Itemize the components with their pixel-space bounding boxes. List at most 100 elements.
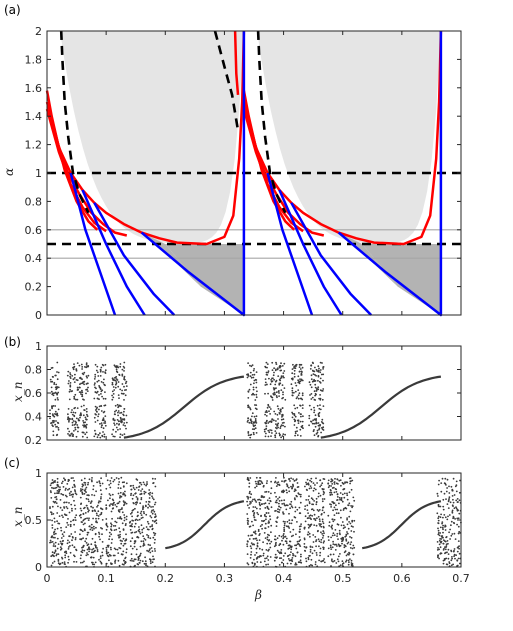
scatter-point bbox=[154, 532, 157, 535]
scatter-point bbox=[254, 563, 256, 565]
scatter-point bbox=[85, 392, 87, 395]
scatter-point bbox=[275, 485, 278, 487]
scatter-point bbox=[74, 428, 77, 431]
scatter-point bbox=[52, 481, 55, 484]
scatter-point bbox=[303, 538, 306, 541]
scatter-point bbox=[118, 374, 121, 376]
scatter-point bbox=[319, 377, 322, 380]
scatter-point bbox=[286, 484, 289, 487]
scatter-point bbox=[308, 424, 310, 427]
scatter-point bbox=[110, 548, 112, 551]
scatter-point bbox=[291, 416, 294, 419]
scatter-point bbox=[51, 407, 53, 410]
scatter-point bbox=[122, 485, 125, 487]
scatter-point bbox=[309, 548, 312, 551]
scatter-point bbox=[448, 496, 451, 499]
scatter-point bbox=[100, 410, 103, 412]
scatter-point bbox=[292, 363, 294, 366]
scatter-point bbox=[265, 415, 268, 417]
light-region bbox=[256, 31, 441, 244]
scatter-point bbox=[87, 508, 89, 510]
scatter-point bbox=[69, 551, 72, 554]
scatter-point bbox=[98, 533, 101, 535]
scatter-point bbox=[247, 431, 250, 433]
scatter-point bbox=[307, 517, 310, 519]
scatter-point bbox=[284, 398, 287, 401]
scatter-point bbox=[247, 540, 249, 543]
y-tick-label: 0.8 bbox=[25, 195, 43, 208]
scatter-point bbox=[135, 553, 138, 556]
scatter-point bbox=[322, 366, 325, 368]
scatter-point bbox=[349, 510, 352, 513]
scatter-point bbox=[322, 522, 325, 525]
scatter-point bbox=[345, 538, 348, 541]
scatter-point bbox=[251, 561, 254, 564]
scatter-point bbox=[82, 414, 85, 417]
scatter-point bbox=[294, 367, 297, 370]
scatter-point bbox=[279, 382, 282, 385]
scatter-point bbox=[119, 487, 122, 490]
scatter-point bbox=[318, 509, 321, 511]
scatter-point bbox=[310, 477, 313, 480]
scatter-point bbox=[114, 520, 117, 523]
scatter-point bbox=[110, 477, 113, 479]
scatter-point bbox=[99, 482, 101, 485]
scatter-point bbox=[317, 365, 320, 368]
scatter-point bbox=[335, 562, 338, 564]
scatter-point bbox=[145, 526, 148, 528]
scatter-point bbox=[278, 544, 281, 547]
scatter-point bbox=[124, 501, 127, 504]
scatter-point bbox=[330, 485, 332, 487]
scatter-point bbox=[255, 379, 258, 381]
y-tick-label: 1 bbox=[35, 167, 42, 180]
scatter-point bbox=[305, 560, 308, 563]
scatter-point bbox=[273, 538, 276, 541]
scatter-point bbox=[455, 490, 458, 493]
scatter-point bbox=[291, 560, 294, 563]
scatter-point bbox=[49, 539, 52, 542]
scatter-point bbox=[105, 546, 108, 549]
scatter-point bbox=[315, 418, 317, 420]
scatter-point bbox=[102, 381, 105, 384]
scatter-point bbox=[136, 536, 139, 539]
scatter-point bbox=[103, 410, 106, 413]
scatter-point bbox=[308, 487, 311, 490]
scatter-point bbox=[455, 554, 457, 557]
scatter-point bbox=[253, 382, 255, 385]
scatter-point bbox=[271, 418, 273, 421]
scatter-point bbox=[99, 484, 102, 487]
scatter-point bbox=[85, 383, 88, 385]
scatter-point bbox=[295, 544, 298, 547]
scatter-point bbox=[334, 529, 337, 531]
scatter-point bbox=[109, 494, 112, 497]
scatter-point bbox=[255, 476, 258, 479]
scatter-point bbox=[282, 396, 284, 399]
scatter-point bbox=[336, 499, 339, 501]
scatter-point bbox=[306, 478, 309, 481]
scatter-point bbox=[299, 545, 302, 547]
scatter-point bbox=[277, 422, 280, 425]
scatter-point bbox=[58, 515, 61, 517]
scatter-point bbox=[457, 517, 460, 520]
scatter-point bbox=[84, 421, 86, 424]
scatter-point bbox=[99, 370, 102, 373]
scatter-point bbox=[444, 526, 446, 528]
scatter-point bbox=[303, 526, 306, 529]
scatter-point bbox=[437, 515, 440, 518]
scatter-point bbox=[246, 522, 249, 524]
scatter-point bbox=[140, 497, 143, 499]
scatter-point bbox=[263, 430, 266, 433]
scatter-point bbox=[67, 518, 69, 520]
scatter-point bbox=[439, 516, 442, 519]
scatter-point bbox=[330, 536, 332, 539]
scatter-point bbox=[276, 516, 279, 519]
scatter-point bbox=[121, 563, 124, 566]
scatter-point bbox=[114, 386, 117, 389]
scatter-point bbox=[299, 368, 302, 370]
scatter-point bbox=[336, 508, 339, 511]
scatter-point bbox=[88, 494, 90, 497]
scatter-point bbox=[121, 373, 124, 376]
scatter-point bbox=[346, 523, 349, 526]
scatter-point bbox=[121, 374, 124, 377]
scatter-point bbox=[322, 388, 325, 390]
